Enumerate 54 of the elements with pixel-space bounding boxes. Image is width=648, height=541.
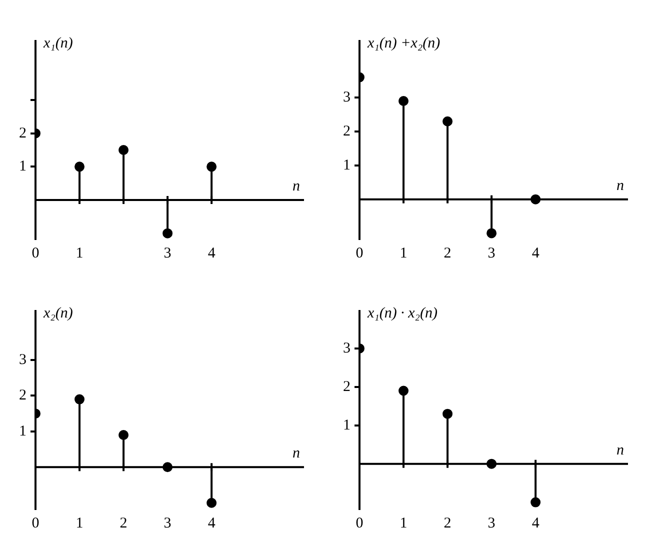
- y-tick-label: 2: [343, 123, 350, 140]
- x-axis-title: n: [292, 178, 300, 194]
- x-tick-label: 3: [488, 245, 496, 262]
- y-tick-label: 1: [19, 423, 26, 440]
- point: [74, 162, 85, 172]
- x-tick-label: 4: [532, 515, 540, 532]
- y-axis-title: x₁(n): [42, 35, 73, 52]
- y-tick-label: 2: [19, 388, 26, 404]
- x-tick-label: 4: [208, 245, 216, 262]
- x-tick-label: 0: [356, 515, 364, 532]
- x-tick-label: 2: [444, 515, 452, 532]
- y-tick-label: 2: [343, 378, 350, 395]
- point: [162, 462, 173, 472]
- x-tick-label: 3: [488, 515, 496, 532]
- x-tick-label: 1: [400, 245, 408, 262]
- x-tick-label: 0: [32, 515, 40, 532]
- point: [118, 430, 129, 440]
- point: [206, 498, 217, 508]
- x-tick-label: 2: [444, 245, 452, 262]
- x-tick-label: 0: [356, 245, 364, 262]
- y-tick-label: 3: [343, 340, 350, 356]
- x-tick-label: 3: [164, 245, 172, 262]
- y-tick-label: 1: [19, 158, 26, 175]
- y-tick-label: 3: [343, 90, 350, 106]
- point: [206, 162, 217, 172]
- point: [486, 228, 497, 238]
- point: [74, 394, 85, 404]
- y-axis-title: x₁(n) · x₂(n): [366, 305, 438, 322]
- point: [118, 145, 129, 155]
- point: [530, 194, 541, 204]
- x-tick-label: 4: [208, 515, 216, 532]
- x-axis-title: n: [616, 178, 624, 194]
- y-tick-label: 1: [343, 157, 350, 174]
- y-tick-label: 1: [343, 417, 350, 434]
- point: [398, 386, 409, 396]
- x-tick-label: 1: [76, 245, 84, 262]
- x-axis-title: n: [616, 442, 624, 458]
- y-axis-title: x₂(n): [42, 305, 73, 322]
- point: [442, 408, 453, 419]
- y-axis-title: x₁(n) +x₂(n): [366, 35, 440, 52]
- point: [398, 96, 409, 106]
- x-tick-label: 1: [76, 515, 84, 532]
- x-tick-label: 2: [120, 515, 128, 532]
- x-tick-label: 3: [164, 515, 172, 532]
- x-tick-label: 4: [532, 245, 540, 262]
- x-tick-label: 0: [32, 245, 40, 262]
- x-tick-label: 1: [400, 515, 408, 532]
- x-axis-title: n: [292, 446, 300, 462]
- y-tick-label: 3: [19, 352, 26, 368]
- point: [486, 458, 497, 469]
- point: [162, 228, 173, 238]
- point: [442, 116, 453, 126]
- y-tick-label: 2: [19, 125, 26, 142]
- point: [530, 497, 541, 508]
